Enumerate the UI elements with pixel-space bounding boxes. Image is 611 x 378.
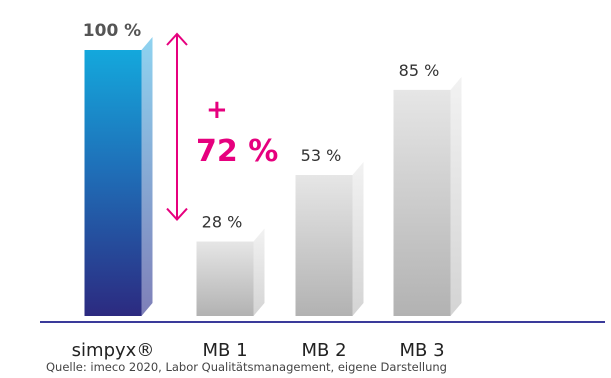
arrow-head-down-icon: [166, 207, 188, 222]
value-label-simpyx: 100 %: [83, 21, 141, 41]
bar-side-mb-1: [253, 228, 265, 316]
category-label-simpyx: simpyx®: [72, 340, 155, 361]
bar-side-mb-2: [352, 162, 364, 316]
bar-side-simpyx: [141, 37, 153, 316]
category-label-mb-3: MB 3: [399, 340, 444, 361]
source-note: Quelle: imeco 2020, Labor Qualitätsmanag…: [46, 360, 447, 374]
bar-simpyx: [84, 50, 142, 316]
category-label-mb-1: MB 1: [202, 340, 247, 361]
labels-layer: 100 % simpyx® 28 % MB 1 53 % MB 2 85 % MB 3: [72, 21, 445, 361]
value-label-mb-3: 85 %: [399, 61, 440, 80]
bar-side-mb-3: [450, 76, 462, 317]
difference-value: 72 %: [196, 134, 278, 169]
bar-mb-2: [295, 175, 353, 316]
bar-mb-3: [393, 89, 451, 317]
bars-layer: [84, 37, 462, 317]
value-label-mb-1: 28 %: [202, 213, 243, 232]
category-label-mb-2: MB 2: [301, 340, 346, 361]
difference-annotation: +72 %: [166, 32, 278, 222]
difference-plus: +: [206, 95, 228, 125]
arrow-head-up-icon: [166, 32, 188, 46]
value-label-mb-2: 53 %: [301, 146, 342, 165]
bar-mb-1: [196, 241, 254, 316]
